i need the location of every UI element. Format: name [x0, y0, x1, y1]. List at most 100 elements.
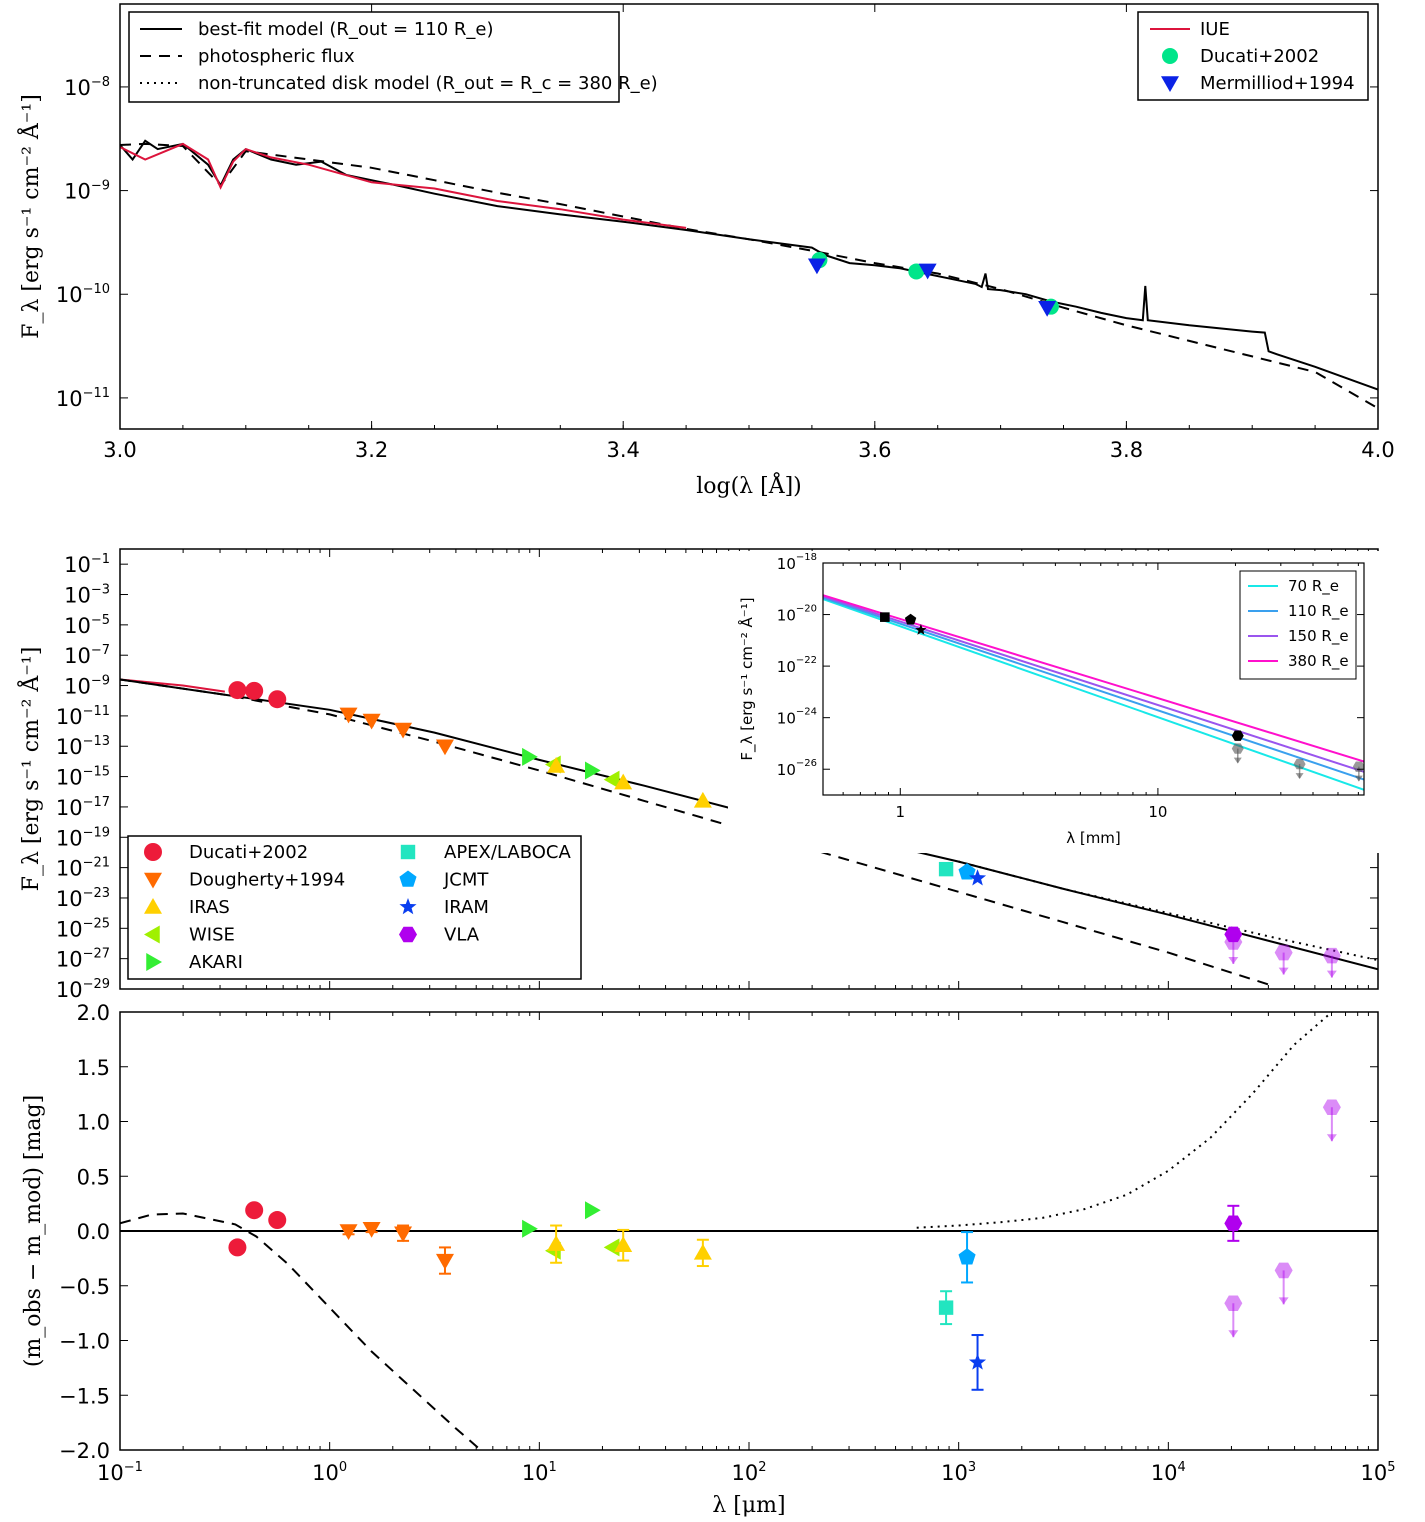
inset-xtick-label: 10 [1148, 803, 1167, 821]
bot-series-non-truncated-disk-model [916, 1012, 1333, 1229]
top-ytick-label: 10−11 [56, 386, 110, 411]
top-legend-label: non-truncated disk model (R_out = R_c = … [198, 73, 658, 94]
bot-point-ducati-2002 [245, 1201, 264, 1220]
inset-ytick-label: 10−20 [777, 604, 817, 625]
inset-ytick-label: 10−22 [777, 655, 817, 676]
mid-legend-label: WISE [189, 925, 235, 946]
mid-legend-marker [400, 844, 416, 860]
mid-point-wise [603, 770, 620, 789]
top-point-mermilliod-1994 [918, 263, 937, 280]
mid-point-dougherty-1994 [394, 722, 413, 739]
mid-legend-marker [144, 925, 160, 944]
top-plot-area [120, 139, 1378, 410]
bot-ytick-label: 0.5 [77, 1165, 110, 1189]
mid-point-upper-limit-head [1278, 967, 1289, 975]
mid-ytick-label: 10−23 [56, 886, 110, 911]
bot-ytick-label: 1.0 [77, 1111, 110, 1135]
bot-xtick-label: 101 [522, 1460, 557, 1485]
bot-point-vla-upper-limits [1322, 1099, 1341, 1116]
top-series-IUE [120, 142, 687, 229]
mid-legend-marker [144, 843, 162, 861]
mid-ylabel: F_λ [erg s⁻¹ cm⁻² Å⁻¹] [16, 647, 44, 892]
bot-ytick-label: −1.0 [59, 1330, 110, 1354]
inset-legend-label: 380 R_e [1288, 652, 1349, 671]
bot-point-jcmt [958, 1248, 976, 1265]
top-point-mermilliod-1994 [1038, 300, 1057, 317]
inset-series-110 [823, 596, 1364, 781]
bot-xlabel: λ [μm] [712, 1493, 785, 1518]
bot-xtick-label: 103 [941, 1460, 976, 1485]
mid-point-apex-laboca [938, 861, 954, 877]
mid-series-iue [120, 678, 225, 693]
inset-upper-limit-head [1233, 757, 1242, 764]
top-legend-swatch [1161, 76, 1179, 92]
mid-point-dougherty-1994 [435, 739, 454, 756]
inset-legend-label: 150 R_e [1288, 627, 1349, 646]
bot-ytick-label: 2.0 [77, 1001, 110, 1025]
bot-point-iras [547, 1235, 566, 1251]
mid-legend-label: VLA [444, 925, 480, 946]
bot-point-upper-limit-head [1278, 1297, 1289, 1305]
inset-xlabel: λ [mm] [1066, 829, 1121, 847]
inset-ytick-label: 10−18 [777, 552, 817, 573]
bot-point-vla-upper-limits [1274, 1262, 1293, 1279]
inset-point-apex-laboca [880, 612, 890, 622]
mid-point-iras [693, 791, 712, 808]
mid-legend: Ducati+2002 Dougherty+1994 IRAS WISE AKARI AP… [127, 835, 582, 980]
top-ytick-label: 10−9 [64, 179, 110, 204]
mid-point-upper-limit-head [1228, 956, 1239, 964]
top-legend-label: IUE [1200, 19, 1230, 40]
top-legend-label: Mermilliod+1994 [1200, 73, 1355, 94]
inset-frame [822, 562, 1365, 796]
inset-point-vla-upper-limits [1293, 758, 1306, 770]
mid-ytick-label: 10−11 [56, 704, 110, 729]
bot-xtick-label: 105 [1360, 1460, 1395, 1485]
bot-point-akari [585, 1201, 601, 1220]
mid-ytick-label: 10−5 [64, 613, 110, 638]
top-legend-left-box [128, 11, 620, 103]
bot-point-ducati-2002 [228, 1238, 247, 1257]
top-xtick-label: 3.4 [606, 438, 639, 462]
mid-ytick-label: 10−3 [64, 583, 110, 608]
middle-panel: 10−1 10−3 10−5 10−7 10−9 10−11 10−13 10−15 10−17… [16, 548, 1379, 1002]
bot-plot-area [120, 1012, 1378, 1450]
mid-point-iram [968, 869, 987, 886]
inset-series-70 [823, 598, 1364, 791]
mid-ytick-label: 10−25 [56, 916, 110, 941]
mid-point-upper-limit-head [1326, 970, 1337, 978]
top-point-mermilliod-1994 [807, 258, 826, 275]
top-xlabel: log(λ [Å]) [696, 471, 802, 499]
top-xtick-label: 4.0 [1361, 438, 1394, 462]
bot-xtick-label: 100 [312, 1460, 347, 1485]
inset-point-vla [1231, 730, 1244, 741]
bot-ytick-label: −2.0 [59, 1439, 110, 1463]
mid-point-iras [547, 756, 566, 773]
top-xtick-label: 3.2 [355, 438, 388, 462]
bot-point-akari [522, 1219, 538, 1238]
top-legend-label: Ducati+2002 [1200, 46, 1319, 67]
mid-legend-label: JCMT [443, 870, 489, 891]
mid-legend-marker [399, 898, 417, 915]
bot-point-iras [693, 1243, 712, 1260]
top-legend-label: best-fit model (R_out = 110 R_e) [198, 19, 494, 40]
top-ytick-label: 10−8 [64, 75, 110, 100]
bot-point-apex-laboca [938, 1300, 954, 1315]
inset-upper-limit-head [1354, 775, 1363, 782]
mid-point-vla-upper-limits [1322, 947, 1341, 964]
mid-ytick-label: 10−13 [56, 734, 110, 759]
top-legend-swatch [1162, 48, 1178, 64]
bot-point-iram [968, 1353, 987, 1370]
mid-legend-label: Ducati+2002 [189, 842, 308, 863]
mid-point-akari [522, 747, 538, 766]
bot-xtick-label: 102 [731, 1460, 766, 1485]
top-series-best-fit-model [120, 139, 1378, 391]
bot-xtick-label: 104 [1151, 1460, 1186, 1485]
mid-point-vla [1224, 926, 1243, 943]
mid-ytick-label: 10−7 [64, 643, 110, 668]
mid-legend-label: AKARI [189, 952, 243, 973]
mid-legend-label: IRAS [189, 897, 230, 918]
inset-ylabel: F_λ [erg s⁻¹ cm⁻² Å⁻¹] [737, 597, 757, 760]
top-series-photospheric-flux [120, 142, 1378, 410]
inset-xtick-label: 1 [896, 803, 906, 821]
